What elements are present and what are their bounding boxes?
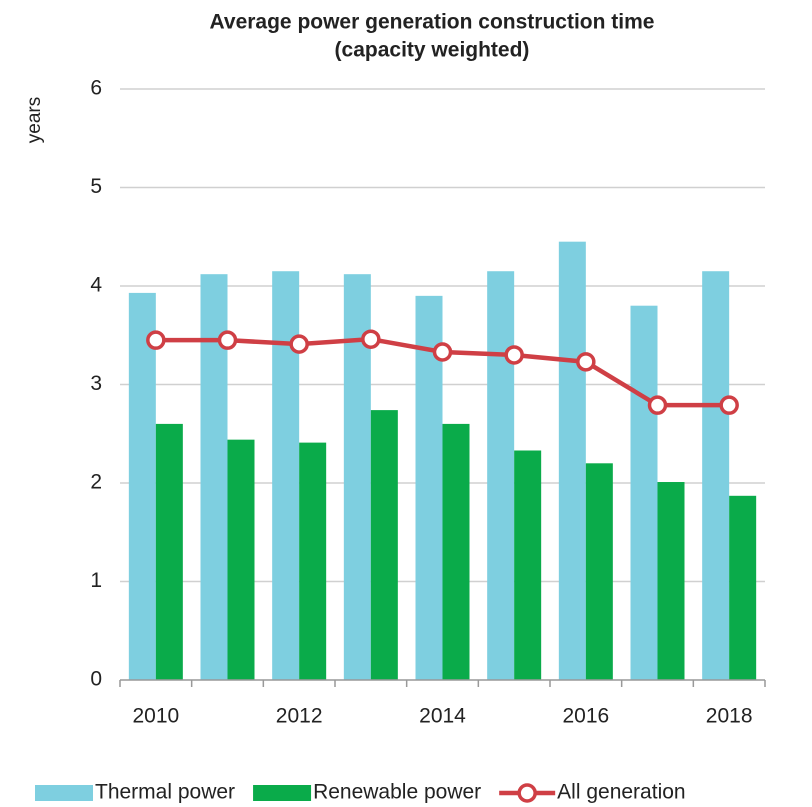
y-tick-label: 4 [90, 274, 102, 297]
y-tick-label: 2 [90, 471, 102, 494]
line-marker [217, 330, 238, 350]
bar [585, 463, 613, 680]
bar [702, 271, 730, 680]
y-tick-label: 1 [90, 569, 102, 592]
x-tick-label: 2014 [419, 705, 466, 728]
y-tick-label: 3 [90, 372, 102, 395]
line-marker [432, 342, 453, 362]
y-tick-label: 0 [90, 668, 102, 691]
bar [558, 241, 586, 681]
legend-marker [517, 783, 537, 803]
legend-swatch [35, 785, 93, 801]
bar [272, 271, 300, 680]
line-marker [576, 352, 596, 372]
bar [442, 423, 470, 680]
bar [299, 442, 327, 680]
legend-swatch [253, 785, 312, 801]
y-axis-label: years [24, 97, 45, 143]
legend-label: Thermal power [95, 781, 235, 804]
bar [657, 482, 685, 680]
x-tick-label: 2010 [132, 705, 179, 728]
x-tick-label: 2018 [706, 705, 753, 728]
y-tick-label: 6 [90, 77, 102, 100]
line-marker [361, 329, 381, 349]
x-tick-label: 2016 [562, 705, 609, 728]
legend-label: All generation [557, 781, 685, 804]
bar [227, 439, 255, 680]
bar [729, 495, 757, 680]
x-tick-label: 2012 [276, 705, 323, 728]
bar [514, 450, 542, 680]
bar [155, 423, 183, 680]
chart-title: Average power generation construction ti… [210, 11, 655, 34]
bar [487, 271, 515, 680]
line-marker [146, 330, 166, 350]
bar [128, 292, 156, 680]
legend-label: Renewable power [313, 781, 481, 804]
chart-subtitle: (capacity weighted) [335, 39, 530, 62]
bar [630, 305, 658, 680]
line-marker [719, 395, 739, 415]
bar [370, 410, 398, 680]
line-marker [647, 395, 668, 415]
line-marker [504, 345, 524, 365]
line-marker [289, 334, 309, 354]
y-tick-label: 5 [90, 175, 102, 198]
